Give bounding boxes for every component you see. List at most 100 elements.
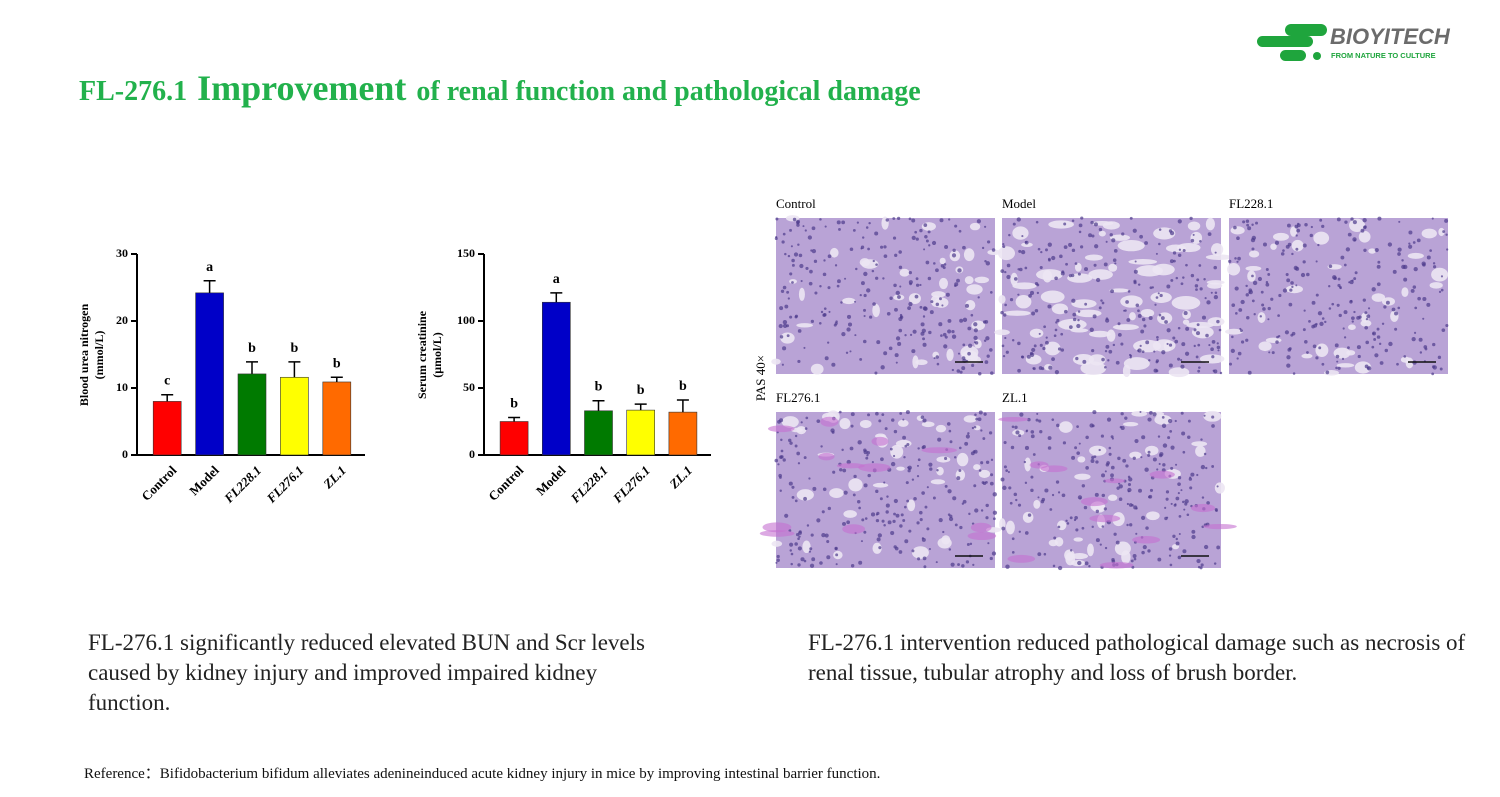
nucleus [1319,218,1323,222]
nucleus [1397,306,1401,310]
nucleus [1193,344,1196,348]
lumen [1057,520,1067,531]
nucleus [799,263,804,269]
nucleus [1174,339,1179,344]
nucleus [1180,359,1183,362]
nucleus [1288,302,1293,307]
nucleus [919,228,923,233]
nucleus [1016,217,1021,222]
nucleus [863,293,867,298]
nucleus [784,304,789,309]
nucleus [1303,309,1306,312]
nucleus [789,542,794,547]
nucleus [845,351,849,354]
nucleus [1192,233,1195,236]
nucleus [793,252,799,257]
nucleus [985,516,989,520]
nucleus [941,304,944,307]
nucleus [775,235,778,239]
pas-stain [970,522,992,533]
nucleus [826,540,830,544]
nucleus [1055,321,1058,324]
nucleus [940,264,945,268]
nucleus [1034,282,1039,286]
nucleus [1396,362,1399,366]
nucleus [1104,365,1107,369]
nucleus [880,457,884,462]
nucleus [1098,306,1102,310]
nucleus [897,341,902,346]
lumen [1089,330,1111,338]
x-tick-label: FL276.1 [609,463,653,507]
nucleus [933,357,936,360]
nucleus [1350,299,1353,303]
nucleus [1208,344,1211,347]
nucleus [1084,302,1088,306]
nucleus [867,473,871,478]
nucleus [780,438,783,442]
nucleus [1203,414,1206,417]
micrograph-bg [776,218,995,374]
nucleus [1158,462,1161,465]
nucleus [902,435,907,440]
nucleus [1017,268,1020,271]
lumen [830,247,839,258]
nucleus [1074,262,1078,265]
nucleus [1378,342,1382,346]
nucleus [859,357,863,361]
nucleus [775,217,779,221]
nucleus [992,492,997,497]
nucleus [1245,219,1250,223]
nucleus [1045,336,1048,339]
nucleus [935,355,939,359]
nucleus [1157,435,1161,438]
nucleus [807,235,812,240]
slide-title: FL-276.1 Improvement of renal function and… [79,68,921,108]
significance-label: a [206,260,213,275]
nucleus [820,310,824,314]
nucleus [962,499,967,504]
lumen [781,416,799,428]
nucleus [1331,302,1335,306]
nucleus [1216,485,1219,488]
nucleus [920,415,925,420]
nucleus [852,493,856,497]
nucleus [1008,486,1012,490]
nucleus [1445,323,1449,328]
nucleus [1078,230,1082,234]
lumen [848,478,863,492]
nucleus [1319,321,1324,326]
nucleus [1068,274,1072,278]
nucleus [1127,290,1131,293]
nucleus [946,422,951,426]
nucleus [1177,219,1182,224]
nucleus [916,521,920,525]
nucleus [922,418,927,423]
lumen [1207,282,1223,289]
nucleus [1024,531,1029,535]
nucleus [826,555,831,560]
lumen [896,466,905,471]
nucleus [1166,284,1171,289]
nucleus [800,421,803,424]
nucleus [808,477,811,480]
nucleus [822,313,826,317]
nucleus [1156,338,1159,342]
nucleus [1071,248,1076,253]
nucleus [1259,315,1262,318]
nucleus [824,225,827,228]
nucleus [1063,222,1067,226]
nucleus [969,542,973,546]
nucleus [1185,326,1190,331]
nucleus [982,437,986,440]
nucleus [1120,342,1124,346]
nucleus [956,278,960,283]
nucleus [875,489,879,494]
bar [322,381,352,456]
nucleus [1352,237,1357,242]
lumen [1022,511,1034,523]
pas-stain [967,531,997,541]
logo-tagline: FROM NATURE TO CULTURE [1331,51,1436,60]
nucleus [1152,412,1157,417]
nucleus [816,518,821,523]
